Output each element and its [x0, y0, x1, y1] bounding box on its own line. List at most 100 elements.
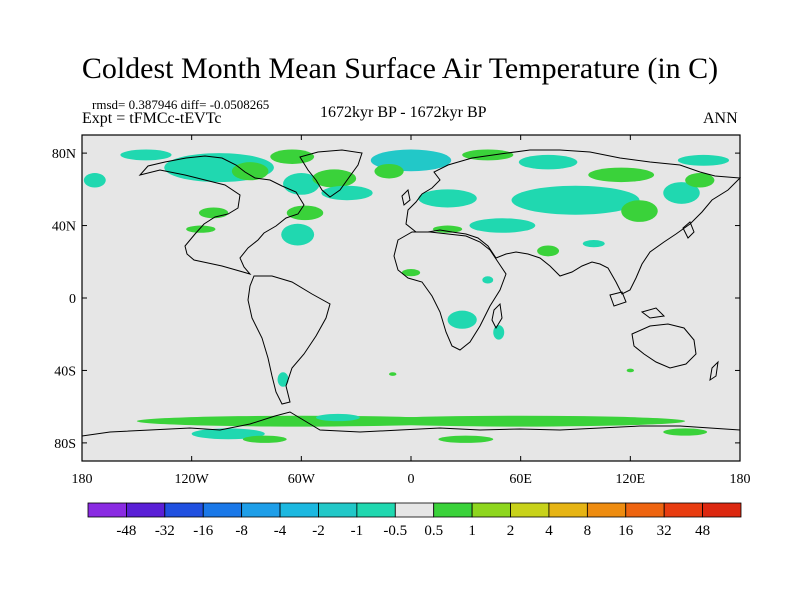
period-text: 1672kyr BP - 1672kyr BP	[320, 104, 487, 121]
anomaly-patch	[401, 269, 421, 277]
anomaly-patch	[356, 415, 686, 427]
coast-south-america	[247, 275, 331, 405]
colorbar: -48 -32 -16 -8 -4 -2 -1 -0.5 0.5 1 2 4 8 16 32 48	[87, 502, 742, 539]
anomaly-patch	[493, 325, 505, 340]
anomaly-patch	[286, 205, 324, 221]
anomaly-patch	[663, 182, 700, 204]
anomaly-patch	[277, 372, 289, 387]
anomaly-patch	[281, 223, 315, 246]
colorbar-swatch	[279, 502, 319, 518]
x-tick-label: 60W	[288, 472, 316, 487]
x-tick-label: 0	[408, 472, 415, 487]
map-background	[82, 135, 740, 461]
y-tick-label: 80S	[54, 437, 76, 452]
x-tick-label: 180	[730, 472, 751, 487]
x-tick-label: 120W	[175, 472, 210, 487]
anomaly-patch	[582, 240, 605, 248]
anomaly-patch	[685, 173, 715, 188]
colorbar-swatch	[87, 502, 127, 518]
colorbar-swatch	[164, 502, 204, 518]
anomaly-patch	[438, 435, 494, 443]
colorbar-label: -48	[116, 523, 136, 539]
x-tick-label: 60E	[509, 472, 532, 487]
y-tick-label: 0	[69, 292, 76, 307]
x-axis: 180 120W 60W 0 60E 120E 180	[72, 135, 751, 487]
colorbar-label: -8	[235, 523, 248, 539]
coast-north-america	[138, 155, 305, 275]
colorbar-swatch	[510, 502, 550, 518]
colorbar-label: -16	[193, 523, 213, 539]
anomaly-patch	[191, 428, 265, 440]
anomaly-patch	[511, 185, 640, 215]
colorbar-label: 32	[657, 523, 672, 539]
coast-japan	[682, 221, 695, 239]
anomaly-patch	[270, 149, 315, 164]
anomaly-field-layer	[82, 135, 740, 461]
colorbar-label: 1	[468, 523, 476, 539]
coast-new-zealand	[709, 360, 719, 382]
anomaly-patch	[374, 163, 404, 179]
anomaly-patch	[231, 162, 269, 181]
colorbar-label: 48	[695, 523, 710, 539]
colorbar-swatch	[394, 502, 435, 518]
coast-madagascar	[491, 302, 503, 330]
anomaly-patch	[537, 245, 560, 257]
colorbar-label: 16	[618, 523, 634, 539]
colorbar-swatch	[126, 502, 166, 518]
stats-text: rmsd= 0.387946 diff= -0.0508265	[92, 97, 270, 112]
colorbar-swatch	[356, 502, 396, 518]
x-tick-label: 120E	[616, 472, 646, 487]
anomaly-patch	[588, 167, 655, 183]
anomaly-patch	[677, 154, 730, 166]
anomaly-patch	[198, 207, 229, 219]
colorbar-label: 0.5	[424, 523, 443, 539]
colorbar-label: 8	[584, 523, 592, 539]
anomaly-patch	[518, 154, 578, 170]
anomaly-patch	[315, 413, 360, 422]
coast-eurasia	[405, 149, 742, 295]
anomaly-patch	[626, 368, 634, 373]
anomaly-patch	[321, 185, 373, 201]
colorbar-label: -32	[155, 523, 175, 539]
colorbar-swatch	[625, 502, 665, 518]
chart-title: Coldest Month Mean Surface Air Temperatu…	[81, 52, 719, 85]
coast-australia	[631, 323, 697, 369]
colorbar-swatch	[433, 502, 473, 518]
colorbar-label: -1	[351, 523, 364, 539]
anomaly-patch	[663, 428, 708, 436]
colorbar-swatch	[548, 502, 588, 518]
coast-uk	[401, 188, 411, 206]
colorbar-swatch	[663, 502, 703, 518]
anomaly-patch	[283, 173, 320, 195]
anomaly-patch	[186, 225, 216, 233]
anomaly-patch	[469, 218, 536, 233]
coast-new-guinea	[640, 307, 666, 319]
colorbar-swatch	[241, 502, 281, 518]
anomaly-patch	[120, 149, 172, 161]
coastline-layer	[81, 149, 742, 437]
anomaly-patch	[242, 435, 287, 443]
anomaly-patch	[482, 276, 494, 284]
y-tick-label: 80N	[52, 147, 76, 162]
coast-borneo	[609, 291, 627, 307]
colorbar-swatch	[702, 502, 742, 518]
colorbar-label: -2	[312, 523, 325, 539]
colorbar-swatch	[471, 502, 511, 518]
anomaly-patch	[447, 310, 477, 329]
colorbar-label: -4	[274, 523, 287, 539]
experiment-text: Expt = tFMCc-tEVTc	[82, 110, 222, 127]
y-axis: 80N 40N 0 40S 80S	[52, 147, 740, 452]
coast-antarctica	[81, 411, 741, 437]
anomaly-patch	[621, 200, 658, 222]
anomaly-patch	[389, 372, 397, 376]
colorbar-label: 4	[545, 523, 553, 539]
colorbar-swatch	[318, 502, 358, 518]
coast-africa	[393, 231, 507, 351]
anomaly-patch	[432, 225, 463, 233]
anomaly-patch	[418, 189, 477, 208]
colorbar-label: -0.5	[383, 523, 407, 539]
y-tick-label: 40S	[54, 364, 76, 379]
colorbar-swatch	[202, 502, 243, 518]
